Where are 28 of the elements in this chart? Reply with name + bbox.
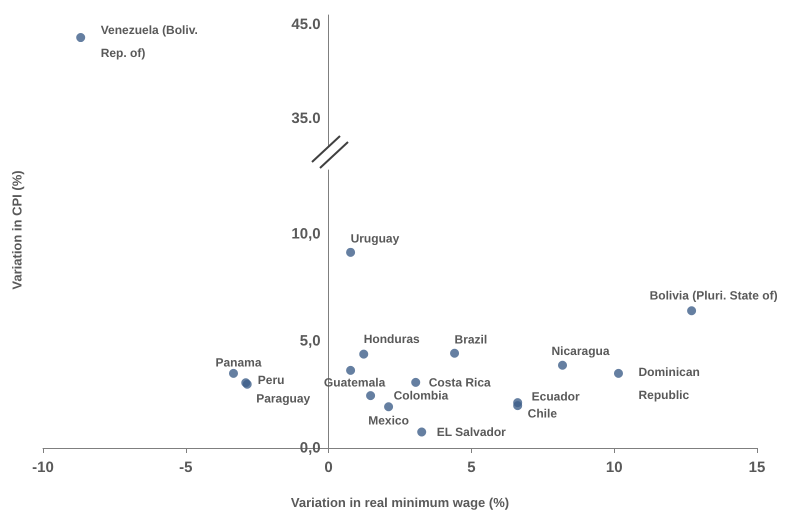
annotation: Mexico: [368, 414, 409, 428]
annotation: Chile: [528, 406, 558, 421]
annotation: Bolivia (Pluri. State of): [650, 288, 778, 303]
annotation: EL Salvador: [436, 424, 506, 439]
annotation: Dominican Republic: [638, 364, 704, 402]
annotation: Peru: [258, 372, 284, 387]
annotation: Paraguay: [256, 391, 311, 406]
y-axis-title: Variation in CPI (%): [10, 170, 24, 290]
y-tick-label: 5,0: [300, 332, 321, 350]
annotation: Costa Rica: [428, 375, 492, 390]
annotation: Nicaragua: [552, 344, 610, 358]
annotation: Brazil: [454, 332, 488, 346]
x-tick-label: 15: [748, 459, 766, 476]
annotation: Colombia: [394, 388, 449, 403]
annotation: Venezuela (Boliv. Rep. of): [100, 23, 202, 60]
y-tick-label: 35.0: [291, 110, 321, 127]
annotation: Uruguay: [350, 231, 400, 246]
y-tick-label: 45.0: [291, 16, 321, 33]
x-tick-label: 0: [324, 459, 333, 476]
x-tick-label: 10: [606, 459, 623, 476]
x-tick-label: -5: [179, 459, 192, 476]
x-axis-title: Variation in real minimum wage (%): [290, 495, 510, 510]
annotation: Ecuador: [532, 390, 580, 404]
x-tick-label: -10: [32, 459, 54, 476]
y-tick-label: 10,0: [291, 226, 321, 243]
x-tick-label: 5: [467, 459, 476, 476]
annotation: Panama: [215, 355, 262, 370]
annotation: Honduras: [364, 332, 420, 346]
